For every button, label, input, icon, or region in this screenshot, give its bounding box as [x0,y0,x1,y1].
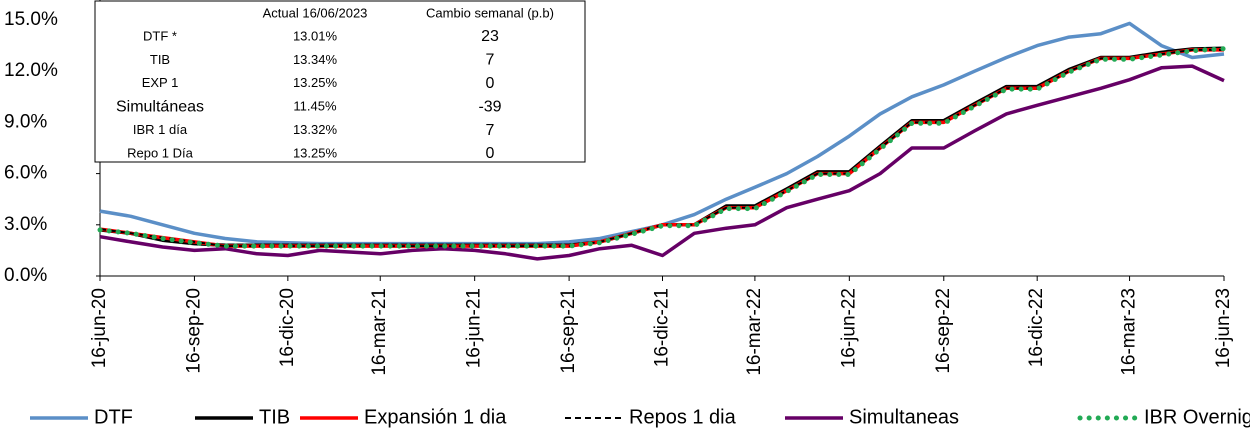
x-tick-label: 16-dic-22 [1026,288,1047,367]
legend-label: IBR Overnight [1144,406,1250,428]
table-cell: 0 [486,145,495,162]
table-cell: 13.25% [293,145,338,160]
legend-label: DTF [94,406,133,428]
table-cell: 13.25% [293,75,338,90]
table-row-label: Repo 1 Día [127,145,194,160]
table-header: Cambio semanal (p.b) [426,5,554,20]
x-tick-label: 16-mar-22 [744,288,765,376]
legend-label: Simultaneas [849,406,959,428]
table-row-label: TIB [150,52,170,67]
x-tick-label: 16-sep-22 [933,288,954,374]
table-cell: 13.32% [293,122,338,137]
table-row-label: EXP 1 [142,75,179,90]
table-row-label: Simultáneas [116,98,204,115]
table-cell: -39 [478,98,501,115]
table-cell: 13.34% [293,52,338,67]
x-tick-label: 16-mar-21 [369,288,390,376]
x-tick-label: 16-sep-20 [183,288,204,374]
x-tick-label: 16-jun-22 [838,288,859,368]
y-tick-label: 3.0% [4,214,47,235]
y-tick-label: 0.0% [4,265,47,286]
y-tick-label: 6.0% [4,163,47,184]
y-tick-label: 15.0% [4,9,58,30]
legend-label: TIB [259,406,290,428]
table-row-label: IBR 1 día [133,122,188,137]
x-tick-label: 16-dic-21 [652,288,673,367]
x-tick-label: 16-jun-23 [1213,288,1234,368]
series-line [99,64,1225,261]
table-box [94,0,586,163]
series-line [97,46,1227,249]
table-cell: 7 [486,122,495,139]
plot-area [96,0,1227,281]
legend-label: Expansión 1 dia [364,406,507,428]
table-cell: 23 [481,28,499,45]
table-row-label: DTF * [143,28,177,43]
x-tick-label: 16-dic-20 [277,288,298,367]
x-tick-label: 16-jun-20 [89,288,110,368]
y-tick-label: 9.0% [4,111,47,132]
table-cell: 7 [486,52,495,69]
table-cell: 13.01% [293,28,338,43]
x-tick-label: 16-jun-21 [464,288,485,368]
x-tick-label: 16-mar-23 [1119,288,1140,376]
x-tick-label: 16-sep-21 [558,288,579,374]
table-cell: 11.45% [293,99,337,114]
legend-label: Repos 1 dia [629,406,737,428]
table-header: Actual 16/06/2023 [263,5,368,20]
table-cell: 0 [486,75,495,92]
y-tick-label: 12.0% [4,60,58,81]
